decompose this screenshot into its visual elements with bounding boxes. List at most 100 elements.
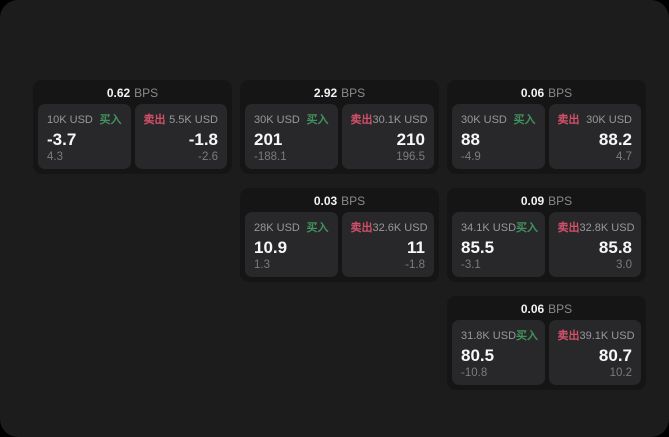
quote-card: 2.92 BPS 30K USD 买入 201 -188.1 卖出 30.1K U… (240, 80, 439, 174)
sell-header-row: 卖出 30.1K USD (350, 111, 428, 127)
bps-value: 0.09 (520, 194, 545, 208)
sell-quote-panel[interactable]: 卖出 30K USD 88.2 4.7 (548, 104, 641, 169)
sell-size: 32.6K USD (372, 222, 428, 234)
sell-quote-panel[interactable]: 卖出 30.1K USD 210 196.5 (341, 104, 434, 169)
sell-header-row: 卖出 39.1K USD (557, 327, 635, 343)
sell-price: 80.7 (598, 346, 632, 365)
sell-side-label: 卖出 (557, 114, 580, 126)
sell-header-row: 卖出 32.8K USD (557, 219, 635, 235)
buy-price: -3.7 (47, 130, 77, 149)
buy-header-row: 30K USD 买入 (461, 111, 536, 127)
buy-header-row: 31.8K USD 买入 (461, 327, 539, 343)
quote-card: 0.06 BPS 30K USD 买入 88 -4.9 卖出 30K USD 88… (447, 80, 646, 174)
sell-size: 39.1K USD (579, 330, 635, 342)
sell-quote-panel[interactable]: 卖出 39.1K USD 80.7 10.2 (548, 320, 641, 385)
sell-side-label: 卖出 (143, 114, 166, 126)
buy-quote-panel[interactable]: 30K USD 买入 88 -4.9 (452, 104, 545, 169)
sell-side-label: 卖出 (557, 222, 580, 234)
buy-price: 80.5 (461, 346, 495, 365)
bps-value: 2.92 (313, 86, 338, 100)
quote-card: 0.62 BPS 10K USD 买入 -3.7 4.3 卖出 5.5K USD … (33, 80, 232, 174)
sell-delta: 3.0 (616, 259, 632, 271)
quote-card: 0.06 BPS 31.8K USD 买入 80.5 -10.8 卖出 39.1K… (447, 296, 646, 390)
buy-delta: -3.1 (461, 259, 481, 271)
bps-unit-label: BPS (548, 302, 573, 316)
quote-body: 31.8K USD 买入 80.5 -10.8 卖出 39.1K USD 80.… (452, 320, 641, 385)
quote-card: 0.03 BPS 28K USD 买入 10.9 1.3 卖出 32.6K USD… (240, 188, 439, 282)
buy-size: 30K USD (461, 114, 507, 126)
bps-unit-label: BPS (341, 86, 366, 100)
card-header: 0.06 BPS (452, 299, 641, 320)
quotes-grid: 0.62 BPS 10K USD 买入 -3.7 4.3 卖出 5.5K USD … (33, 80, 646, 390)
buy-delta: -188.1 (254, 151, 287, 163)
buy-header-row: 30K USD 买入 (254, 111, 329, 127)
quote-body: 28K USD 买入 10.9 1.3 卖出 32.6K USD 11 -1.8 (245, 212, 434, 277)
buy-price: 201 (254, 130, 283, 149)
buy-size: 31.8K USD (461, 330, 517, 342)
sell-quote-panel[interactable]: 卖出 32.8K USD 85.8 3.0 (548, 212, 641, 277)
buy-size: 34.1K USD (461, 222, 517, 234)
card-header: 0.62 BPS (38, 83, 227, 104)
bps-value: 0.06 (520, 302, 545, 316)
buy-quote-panel[interactable]: 10K USD 买入 -3.7 4.3 (38, 104, 131, 169)
sell-size: 30K USD (586, 114, 632, 126)
buy-side-label: 买入 (516, 330, 539, 342)
buy-quote-panel[interactable]: 34.1K USD 买入 85.5 -3.1 (452, 212, 545, 277)
sell-delta: -2.6 (198, 151, 218, 163)
buy-price: 10.9 (254, 238, 288, 257)
sell-side-label: 卖出 (350, 114, 373, 126)
sell-size: 32.8K USD (579, 222, 635, 234)
bps-value: 0.06 (520, 86, 545, 100)
sell-side-label: 卖出 (350, 222, 373, 234)
card-header: 2.92 BPS (245, 83, 434, 104)
buy-delta: -10.8 (461, 367, 488, 379)
buy-size: 28K USD (254, 222, 300, 234)
quote-body: 34.1K USD 买入 85.5 -3.1 卖出 32.8K USD 85.8… (452, 212, 641, 277)
buy-header-row: 34.1K USD 买入 (461, 219, 538, 235)
sell-delta: -1.8 (405, 259, 425, 271)
buy-quote-panel[interactable]: 28K USD 买入 10.9 1.3 (245, 212, 338, 277)
buy-size: 10K USD (47, 114, 93, 126)
sell-delta: 10.2 (609, 367, 632, 379)
sell-quote-panel[interactable]: 卖出 5.5K USD -1.8 -2.6 (134, 104, 227, 169)
buy-delta: -4.9 (461, 151, 481, 163)
bps-unit-label: BPS (134, 86, 159, 100)
buy-side-label: 买入 (306, 222, 329, 234)
buy-delta: 1.3 (254, 259, 270, 271)
buy-delta: 4.3 (47, 151, 63, 163)
card-header: 0.09 BPS (452, 191, 641, 212)
sell-delta: 4.7 (616, 151, 632, 163)
sell-delta: 196.5 (396, 151, 425, 163)
buy-side-label: 买入 (513, 114, 536, 126)
quote-body: 30K USD 买入 88 -4.9 卖出 30K USD 88.2 4.7 (452, 104, 641, 169)
sell-price: 210 (396, 130, 425, 149)
sell-header-row: 卖出 5.5K USD (144, 111, 219, 127)
buy-price: 85.5 (461, 238, 495, 257)
card-header: 0.03 BPS (245, 191, 434, 212)
bps-unit-label: BPS (341, 194, 366, 208)
sell-price: 88.2 (598, 130, 632, 149)
sell-size: 30.1K USD (372, 114, 428, 126)
sell-quote-panel[interactable]: 卖出 32.6K USD 11 -1.8 (341, 212, 434, 277)
buy-price: 88 (461, 130, 480, 149)
sell-price: -1.8 (188, 130, 218, 149)
sell-header-row: 卖出 32.6K USD (350, 219, 428, 235)
bps-value: 0.62 (106, 86, 131, 100)
quote-card: 0.09 BPS 34.1K USD 买入 85.5 -3.1 卖出 32.8K … (447, 188, 646, 282)
buy-header-row: 10K USD 买入 (47, 111, 122, 127)
buy-quote-panel[interactable]: 31.8K USD 买入 80.5 -10.8 (452, 320, 545, 385)
sell-size: 5.5K USD (169, 114, 218, 126)
quote-body: 10K USD 买入 -3.7 4.3 卖出 5.5K USD -1.8 -2.… (38, 104, 227, 169)
bps-unit-label: BPS (548, 86, 573, 100)
buy-side-label: 买入 (306, 114, 329, 126)
sell-side-label: 卖出 (557, 330, 580, 342)
buy-size: 30K USD (254, 114, 300, 126)
buy-header-row: 28K USD 买入 (254, 219, 329, 235)
buy-quote-panel[interactable]: 30K USD 买入 201 -188.1 (245, 104, 338, 169)
bps-value: 0.03 (313, 194, 338, 208)
sell-price: 85.8 (598, 238, 632, 257)
bps-unit-label: BPS (548, 194, 573, 208)
buy-side-label: 买入 (99, 114, 122, 126)
